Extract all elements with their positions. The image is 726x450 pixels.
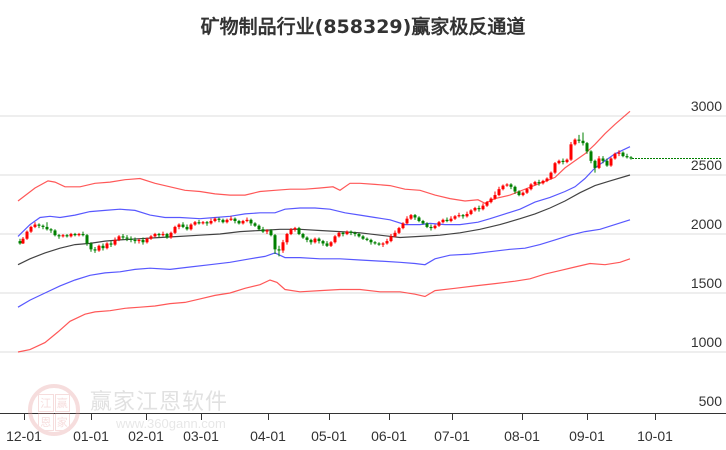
x-tick-label: 06-01: [371, 428, 407, 444]
x-tick-label: 09-01: [569, 428, 605, 444]
y-tick-label: 3000: [690, 98, 722, 114]
chart-title: 矿物制品行业(858329)赢家极反通道: [200, 16, 526, 38]
upper_inner_blue-line: [17, 146, 631, 237]
y-tick-label: 1500: [690, 275, 722, 291]
x-tick-label: 01-01: [73, 428, 109, 444]
x-axis: [0, 413, 726, 420]
y-tick-label: 2500: [690, 157, 722, 173]
y-tick-label: 500: [698, 393, 722, 409]
lower_inner_blue-line: [17, 219, 631, 308]
x-tick-label: 03-01: [183, 428, 219, 444]
x-tick-label: 10-01: [637, 428, 673, 444]
gridlines: [0, 115, 726, 353]
y-tick-label: 2000: [690, 216, 722, 232]
x-tick-label: 05-01: [311, 428, 347, 444]
channel-lines: [17, 110, 631, 353]
x-tick-label: 08-01: [504, 428, 540, 444]
x-tick-label: 12-01: [6, 428, 42, 444]
candlesticks: [18, 132, 633, 257]
lower_outer_red-line: [17, 258, 631, 353]
x-tick-label: 02-01: [128, 428, 164, 444]
y-tick-label: 1000: [690, 334, 722, 350]
x-tick-label: 04-01: [250, 428, 286, 444]
upper_outer_red-line: [17, 110, 631, 204]
middle_black-line: [17, 174, 631, 266]
x-tick-label: 07-01: [434, 428, 470, 444]
